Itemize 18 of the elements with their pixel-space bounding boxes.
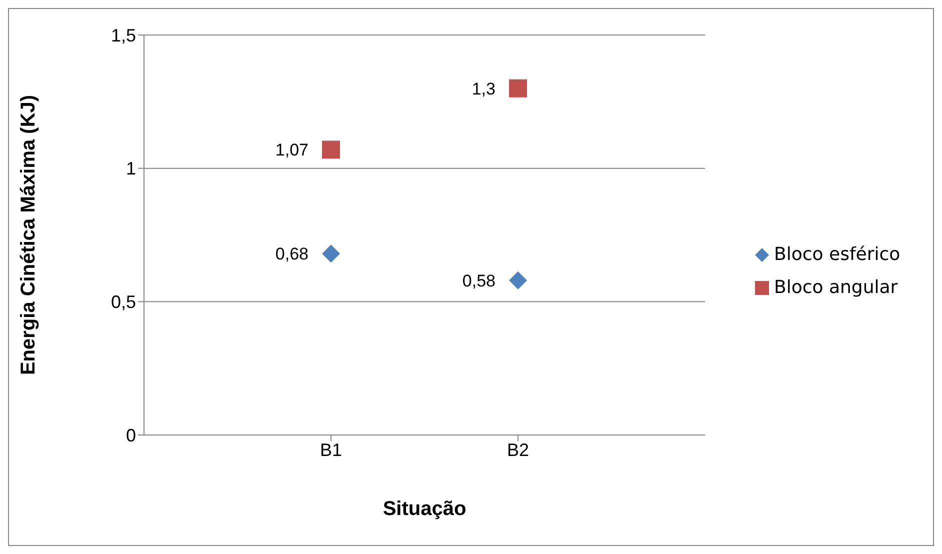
y-tick-label: 1 bbox=[126, 158, 136, 179]
x-axis-title: Situação bbox=[382, 498, 466, 520]
point bbox=[322, 244, 340, 263]
point bbox=[509, 79, 527, 98]
legend-label: Bloco esférico bbox=[774, 244, 900, 265]
data-label: 0,68 bbox=[275, 244, 308, 264]
data-label: 0,58 bbox=[462, 271, 496, 290]
y-axis-title: Energia Cinética Máxima (KJ) bbox=[17, 94, 40, 376]
x-tick-label: B1 bbox=[320, 440, 342, 460]
legend-label: Bloco angular bbox=[774, 277, 898, 298]
y-tick-label: 0 bbox=[126, 425, 136, 446]
x-tick-label: B2 bbox=[506, 440, 530, 460]
point bbox=[322, 140, 340, 159]
y-tick-label: 1,5 bbox=[110, 25, 136, 46]
data-label: 1,07 bbox=[275, 140, 308, 160]
point bbox=[509, 271, 527, 290]
y-tick-label: 0,5 bbox=[110, 292, 136, 312]
data-label: 1,3 bbox=[472, 79, 496, 98]
